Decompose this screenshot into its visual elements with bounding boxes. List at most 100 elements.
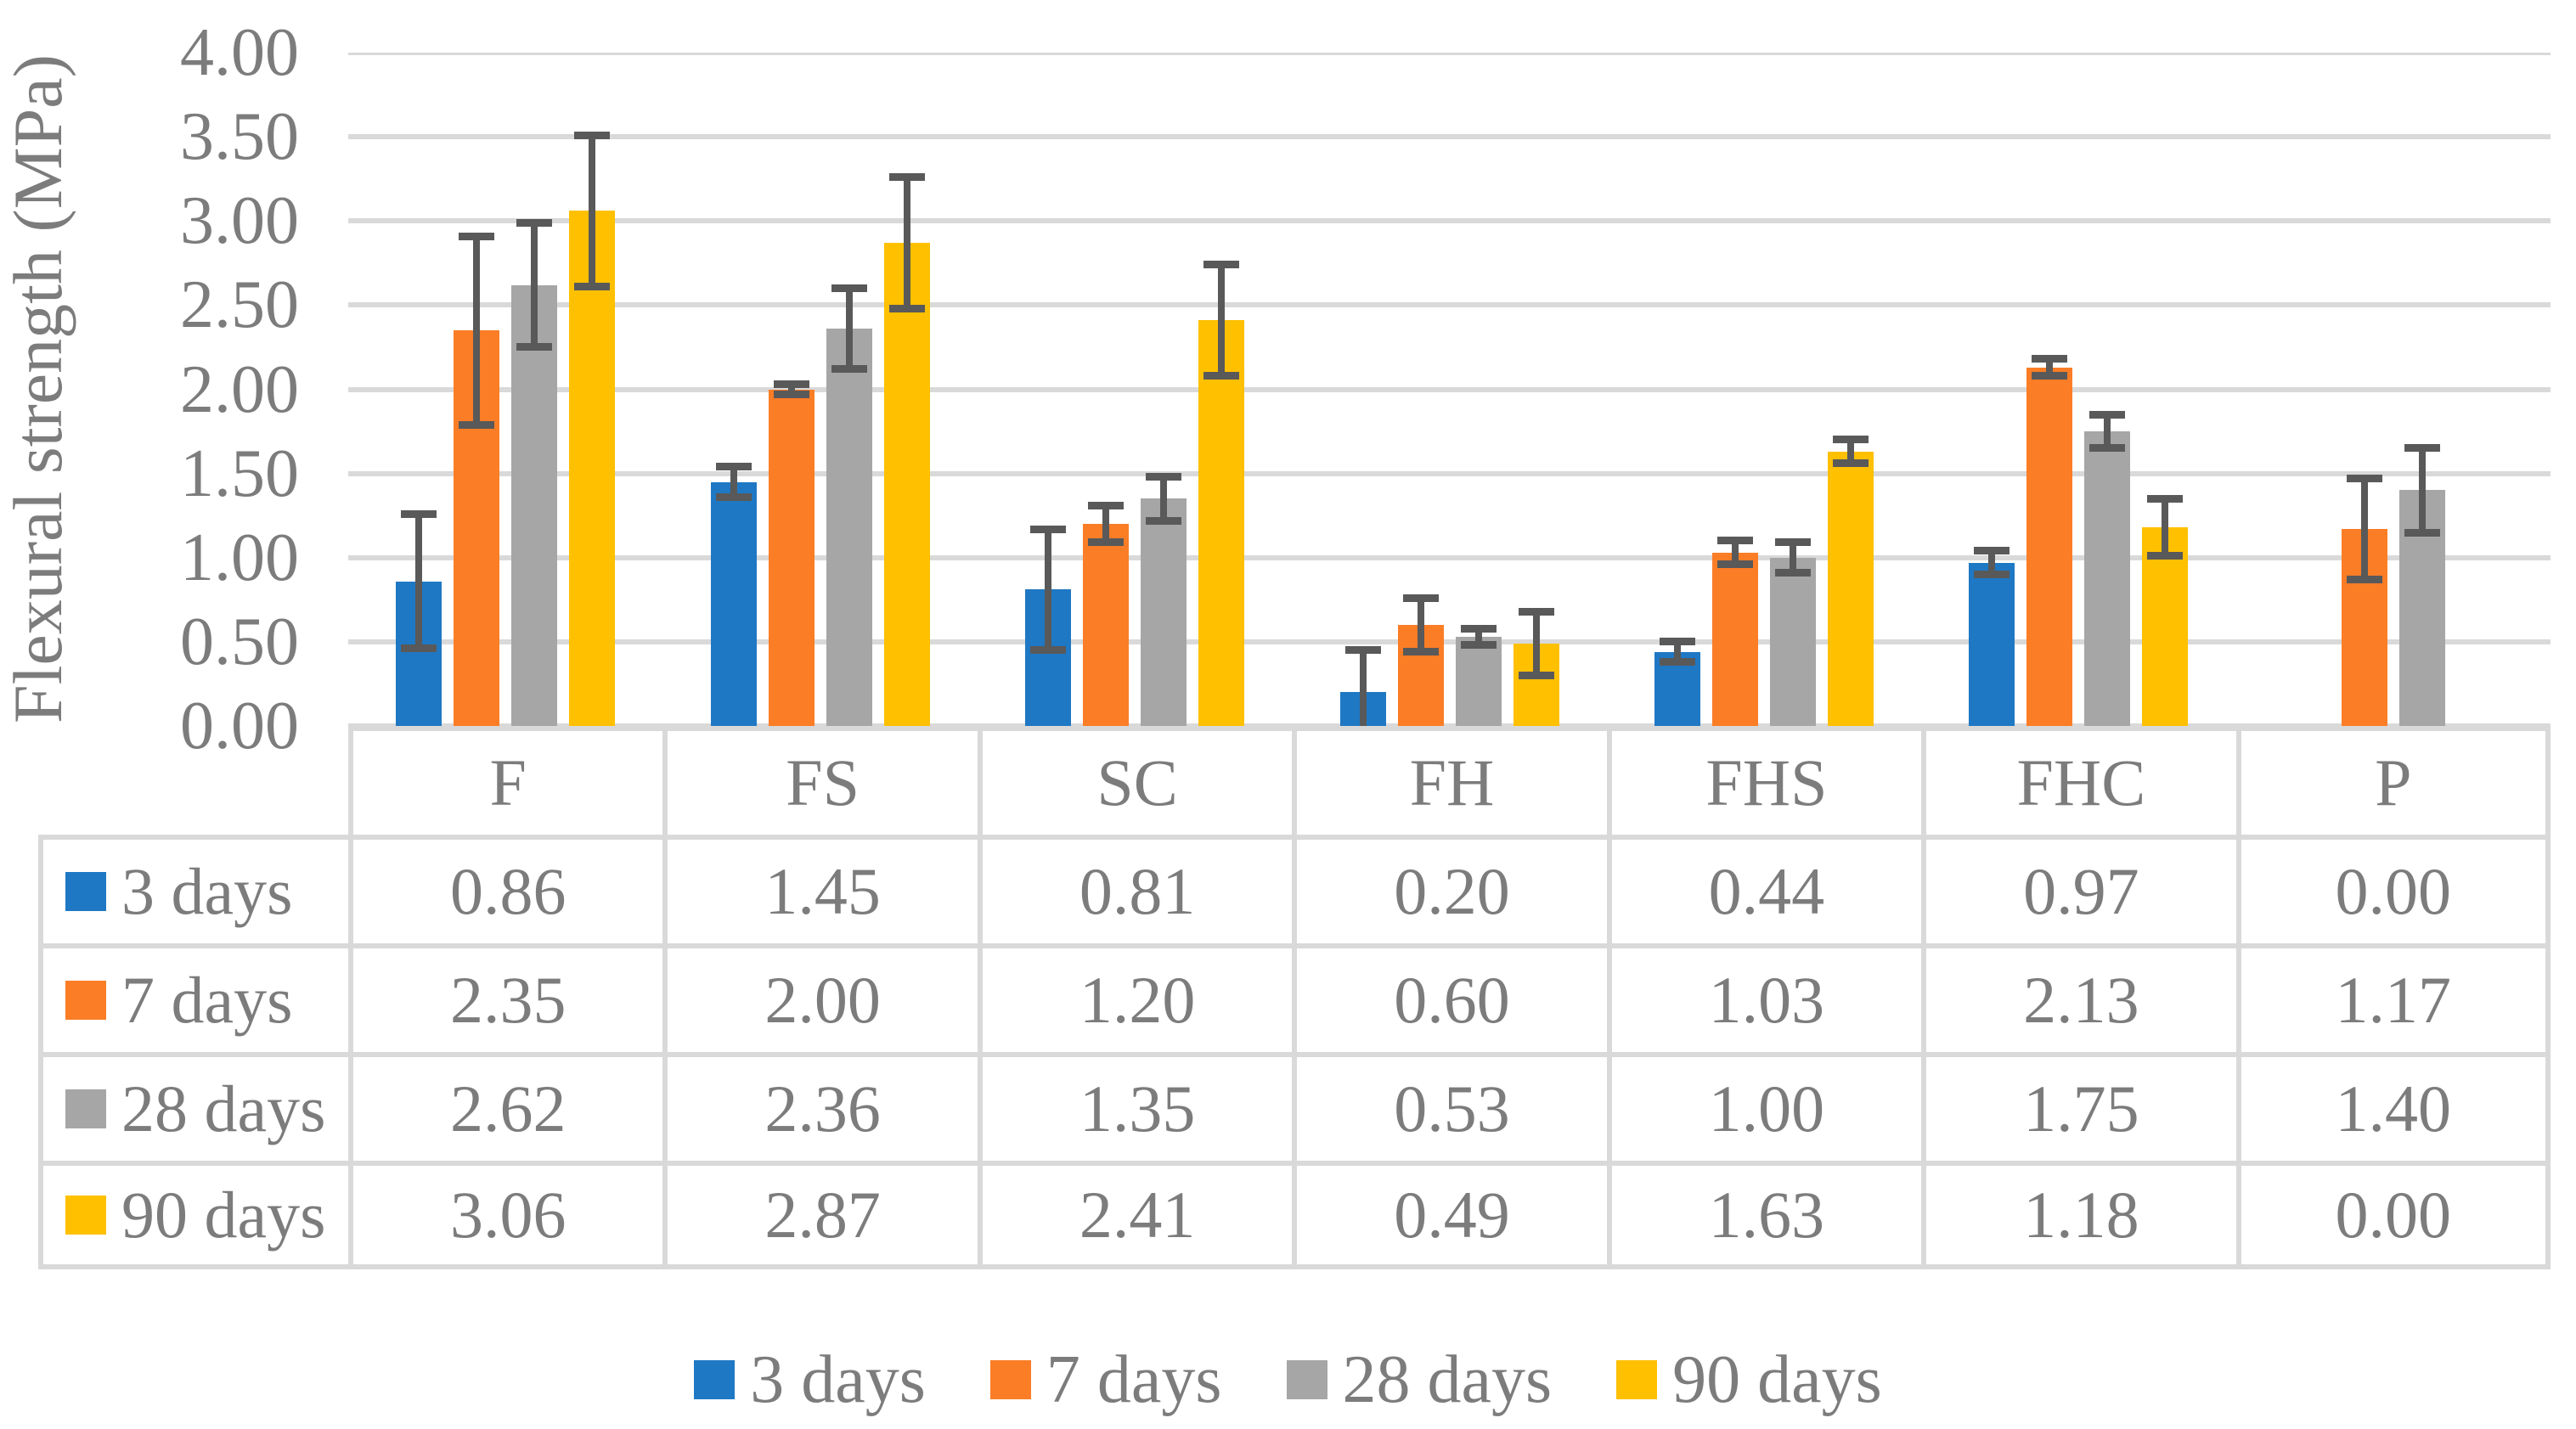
legend: 3 days 7 days 28 days 90 days (0, 1342, 2576, 1418)
error-bar-7-days-p-bottom-cap (2346, 576, 2382, 584)
error-bar-7-days-fhs (1731, 540, 1739, 565)
error-bar-90-days-fs (903, 177, 910, 309)
bar-90-days-f (569, 211, 616, 726)
y-axis-tick-label: 3.50 (180, 99, 299, 175)
error-bar-3-days-sc (1045, 529, 1052, 650)
gridline (348, 386, 2551, 392)
cell-90-days-fs: 2.87 (662, 1161, 978, 1269)
gridline (348, 53, 2551, 55)
gridline (348, 470, 2551, 476)
row-swatch-3-days (65, 872, 106, 911)
error-bar-28-days-f-bottom-cap (516, 343, 553, 352)
cell-3-days-fhs: 0.44 (1606, 835, 1922, 943)
cell-3-days-f: 0.86 (348, 835, 663, 943)
legend-swatch-28-days (1286, 1360, 1327, 1399)
cell-28-days-sc: 1.35 (977, 1052, 1293, 1161)
gridline (348, 302, 2551, 308)
error-bar-28-days-fh-top-cap (1460, 624, 1497, 633)
error-bar-90-days-fhc-top-cap (2147, 494, 2184, 503)
error-bar-7-days-fh (1417, 598, 1424, 652)
col-header-fhs: FHS (1606, 726, 1922, 835)
error-bar-28-days-fhs-top-cap (1774, 538, 1811, 547)
error-bar-28-days-f-top-cap (516, 218, 553, 227)
error-bar-7-days-fhc (2046, 358, 2054, 376)
y-axis-tick-label: 0.00 (180, 689, 299, 763)
bar-3-days-fhc (1969, 562, 2015, 726)
col-header-fh: FH (1292, 726, 1607, 835)
legend-item-3-days: 3 days (694, 1342, 926, 1419)
col-header-f: F (348, 726, 663, 835)
error-bar-3-days-fh (1359, 650, 1367, 726)
error-bar-90-days-sc-bottom-cap (1203, 372, 1240, 380)
bar-28-days-fs (826, 329, 872, 726)
cell-28-days-f: 2.62 (348, 1052, 663, 1161)
error-bar-90-days-fs-top-cap (888, 173, 925, 182)
error-bar-28-days-p-bottom-cap (2404, 528, 2440, 537)
cell-7-days-fh: 0.60 (1292, 943, 1607, 1052)
error-bar-3-days-fhs-top-cap (1659, 638, 1695, 646)
error-bar-28-days-sc-bottom-cap (1146, 516, 1182, 525)
error-bar-3-days-sc-bottom-cap (1030, 646, 1067, 655)
gridline (348, 554, 2551, 560)
cell-3-days-fh: 0.20 (1292, 835, 1607, 943)
row-label-text: 3 days (121, 854, 293, 928)
error-bar-3-days-fhc (1988, 550, 1996, 575)
row-swatch-7-days (65, 981, 106, 1020)
legend-label: 3 days (750, 1342, 926, 1417)
error-bar-7-days-fs (787, 384, 795, 395)
cell-28-days-fh: 0.53 (1292, 1052, 1607, 1161)
error-bar-7-days-p-top-cap (2346, 475, 2382, 483)
error-bar-3-days-f-top-cap (401, 509, 437, 518)
error-bar-90-days-fhs-top-cap (1832, 436, 1869, 444)
legend-label: 7 days (1046, 1342, 1222, 1417)
cell-3-days-fs: 1.45 (662, 835, 978, 943)
error-bar-28-days-fhc (2104, 414, 2111, 448)
error-bar-7-days-fh-top-cap (1402, 594, 1439, 602)
bar-28-days-fhc (2084, 431, 2131, 726)
cell-7-days-p: 1.17 (2235, 943, 2551, 1052)
gridline (348, 723, 2551, 726)
cell-7-days-fhc: 2.13 (1921, 943, 2236, 1052)
cell-7-days-fhs: 1.03 (1606, 943, 1922, 1052)
error-bar-28-days-fhs-bottom-cap (1774, 569, 1811, 577)
error-bar-3-days-fhs (1673, 641, 1681, 662)
legend-swatch-3-days (694, 1360, 736, 1399)
row-label-3-days: 3 days (38, 835, 348, 943)
bar-28-days-sc (1141, 498, 1187, 726)
error-bar-90-days-fhs (1846, 439, 1854, 464)
bar-90-days-fhs (1827, 451, 1874, 726)
error-bar-3-days-fhc-top-cap (1974, 547, 2010, 555)
error-bar-28-days-fs (845, 288, 853, 369)
error-bar-3-days-f (415, 514, 423, 649)
error-bar-90-days-f-bottom-cap (574, 283, 611, 291)
error-bar-3-days-fs (730, 466, 737, 498)
row-label-text: 28 days (121, 1072, 326, 1145)
bar-90-days-sc (1198, 320, 1245, 726)
bar-28-days-fh (1455, 636, 1502, 726)
bar-7-days-fs (768, 389, 815, 726)
cell-28-days-fs: 2.36 (662, 1052, 978, 1161)
gridline (348, 218, 2551, 224)
data-table: F FS SC FH FHS FHC P 3 days 0.86 1.45 0.81 0.20 0.44… (38, 726, 2551, 1269)
error-bar-3-days-fh-top-cap (1344, 646, 1381, 655)
error-bar-7-days-sc-bottom-cap (1088, 538, 1125, 547)
row-label-7-days: 7 days (38, 943, 348, 1052)
y-axis-tick-label: 2.00 (180, 352, 299, 427)
error-bar-3-days-sc-top-cap (1030, 525, 1067, 533)
error-bar-90-days-sc-top-cap (1203, 261, 1240, 269)
error-bar-7-days-f-top-cap (459, 232, 495, 240)
legend-item-90-days: 90 days (1616, 1342, 1882, 1419)
error-bar-28-days-p (2418, 447, 2426, 532)
cell-7-days-sc: 1.20 (977, 943, 1293, 1052)
cell-90-days-p: 0.00 (2235, 1161, 2551, 1269)
error-bar-90-days-fhs-bottom-cap (1832, 459, 1869, 468)
y-axis-tick-label: 1.50 (180, 436, 299, 511)
row-label-28-days: 28 days (38, 1052, 348, 1161)
legend-swatch-90-days (1616, 1360, 1658, 1399)
error-bar-90-days-f (589, 135, 596, 287)
error-bar-90-days-fh (1532, 611, 1540, 676)
error-bar-3-days-f-bottom-cap (401, 644, 437, 653)
error-bar-7-days-fhs-bottom-cap (1716, 560, 1753, 569)
error-bar-7-days-fhc-top-cap (2032, 355, 2068, 363)
error-bar-3-days-fs-top-cap (715, 463, 752, 471)
